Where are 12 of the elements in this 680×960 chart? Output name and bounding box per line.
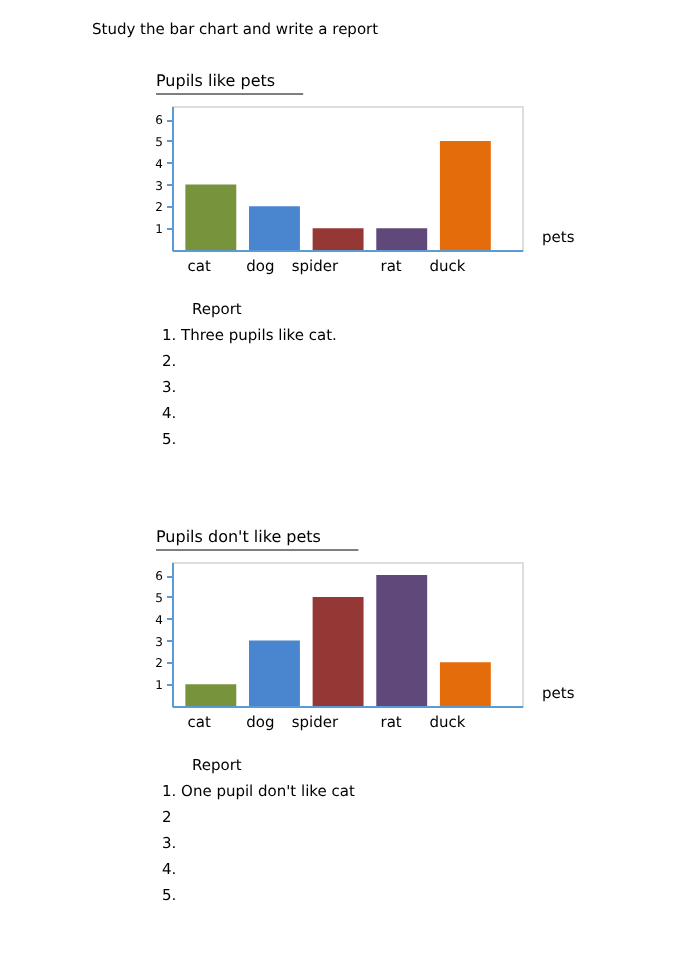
bar bbox=[185, 684, 237, 706]
bar bbox=[376, 575, 428, 706]
bar bbox=[312, 596, 364, 706]
bar bbox=[249, 206, 300, 250]
chart-title: Pupils don't like pets bbox=[156, 528, 321, 546]
bar bbox=[376, 228, 428, 250]
chart-title: Pupils like pets bbox=[156, 72, 276, 90]
bar bbox=[439, 140, 491, 250]
bar bbox=[249, 640, 300, 706]
bar bbox=[185, 184, 237, 250]
bar bbox=[312, 228, 364, 250]
bar bbox=[439, 662, 491, 706]
